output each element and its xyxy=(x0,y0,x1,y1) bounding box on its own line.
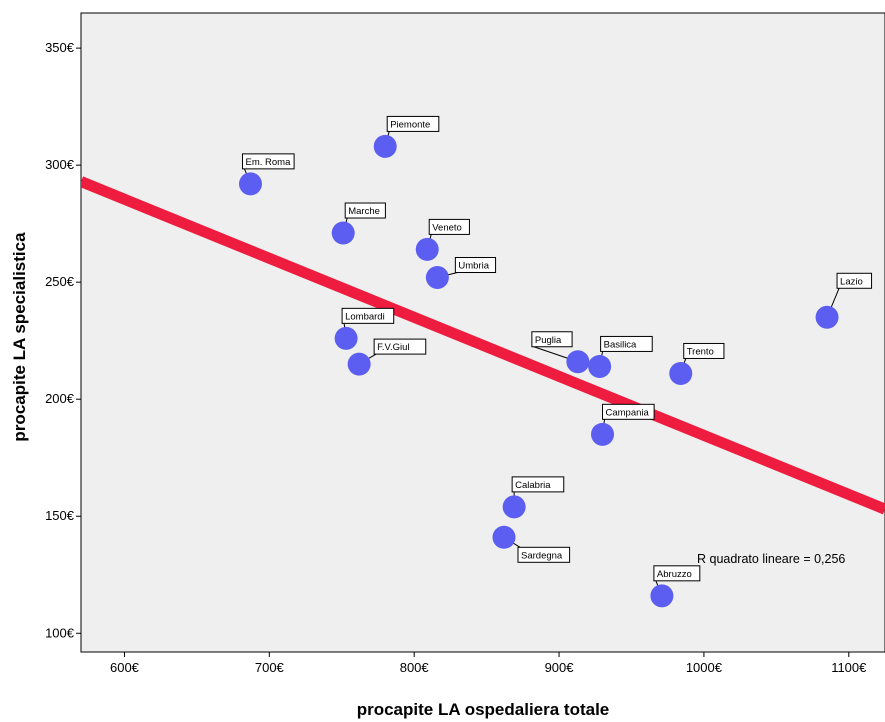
point-label: Lombardi xyxy=(345,311,385,322)
point-label: Calabria xyxy=(515,480,551,491)
point-label-box xyxy=(683,342,725,359)
point-label: Puglia xyxy=(535,335,562,346)
point-label-box xyxy=(386,115,440,132)
data-point xyxy=(492,525,516,549)
point-label-box xyxy=(600,335,653,352)
point-label-box xyxy=(836,272,873,289)
x-tick-label: 600€ xyxy=(110,660,140,675)
data-point xyxy=(347,352,371,376)
point-label: Veneto xyxy=(432,222,462,233)
data-point xyxy=(502,495,526,519)
point-label: Sardegna xyxy=(521,550,563,561)
x-tick-label: 700€ xyxy=(255,660,285,675)
data-point xyxy=(591,422,615,446)
point-label-box xyxy=(454,256,497,273)
point-label-box xyxy=(511,476,565,493)
x-axis-title: procapite LA ospedaliera totale xyxy=(357,700,610,719)
y-tick-label: 100€ xyxy=(45,625,75,640)
point-label: Piemonte xyxy=(390,119,430,130)
point-label: F.V.Giul xyxy=(377,342,409,353)
x-tick-label: 900€ xyxy=(545,660,575,675)
x-tick-label: 800€ xyxy=(400,660,430,675)
r-squared-annotation: R quadrato lineare = 0,256 xyxy=(697,552,845,566)
point-label: Umbria xyxy=(458,260,489,271)
point-label-box xyxy=(341,307,395,324)
data-point xyxy=(669,361,693,385)
point-label: Basilica xyxy=(604,339,637,350)
data-point xyxy=(650,584,674,608)
point-label: Lazio xyxy=(840,276,863,287)
x-axis: 600€ 700€ 800€ 900€ 1000€ 1100€ xyxy=(110,652,867,675)
y-tick-label: 300€ xyxy=(45,157,75,172)
point-label: Trento xyxy=(687,346,714,357)
data-point xyxy=(415,237,439,261)
point-label-box xyxy=(428,218,470,235)
data-point xyxy=(334,326,358,350)
point-label: Abruzzo xyxy=(657,569,692,580)
point-label-box xyxy=(373,338,427,355)
data-point xyxy=(373,134,397,158)
y-tick-label: 250€ xyxy=(45,274,75,289)
point-label-box xyxy=(241,153,295,170)
point-label-box xyxy=(344,202,386,219)
x-tick-label: 1100€ xyxy=(831,660,867,675)
linear-fit-line xyxy=(81,176,885,515)
y-tick-label: 350€ xyxy=(45,40,75,55)
y-axis: 100€ 150€ 200€ 250€ 300€ 350€ xyxy=(45,40,81,640)
data-point xyxy=(588,354,612,378)
y-tick-label: 150€ xyxy=(45,508,75,523)
point-label: Marche xyxy=(348,206,380,217)
point-label-box xyxy=(602,403,655,420)
data-point xyxy=(815,305,839,329)
data-point xyxy=(425,265,449,289)
plot-area xyxy=(80,12,885,653)
data-point xyxy=(238,172,262,196)
fit-line-group xyxy=(81,176,885,515)
point-label: Em. Roma xyxy=(245,157,291,168)
y-tick-label: 200€ xyxy=(45,391,75,406)
data-point xyxy=(566,350,590,374)
point-label-box xyxy=(653,565,701,582)
x-tick-label: 1000€ xyxy=(686,660,723,675)
point-label: Campania xyxy=(606,407,650,418)
y-axis-title: procapite LA specialistica xyxy=(10,232,29,442)
data-points: Piemonte Em. Roma Marche Veneto Umbria Lazio L… xyxy=(238,115,873,608)
point-label-box xyxy=(517,546,571,563)
data-point xyxy=(331,221,355,245)
point-label-box xyxy=(531,331,573,348)
